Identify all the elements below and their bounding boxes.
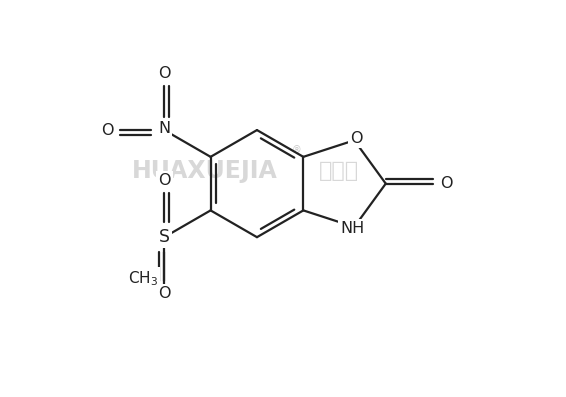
Text: O: O: [440, 176, 453, 191]
Text: N: N: [158, 121, 170, 136]
Text: O: O: [158, 66, 170, 81]
Text: O: O: [350, 131, 363, 146]
Text: NH: NH: [340, 221, 364, 236]
Text: CH$_3$: CH$_3$: [128, 269, 158, 288]
Text: 化学加: 化学加: [319, 161, 359, 181]
Text: O: O: [158, 286, 170, 301]
Text: O: O: [158, 173, 170, 188]
Text: ®: ®: [291, 145, 301, 155]
Text: HUAXUEJIA: HUAXUEJIA: [132, 159, 278, 183]
Text: S: S: [158, 228, 170, 246]
Text: O: O: [101, 123, 114, 138]
